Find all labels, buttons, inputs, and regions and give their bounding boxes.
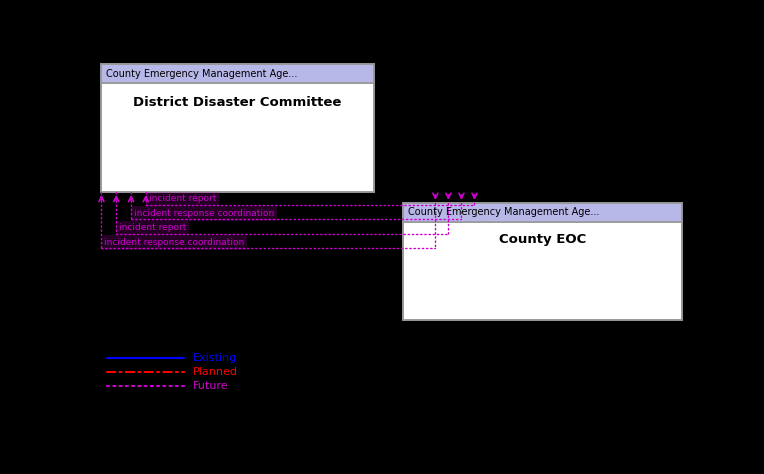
Text: incident report: incident report xyxy=(119,223,186,232)
Text: District Disaster Committee: District Disaster Committee xyxy=(134,96,342,109)
Text: incident response coordination: incident response coordination xyxy=(134,209,274,218)
Text: Existing: Existing xyxy=(193,353,238,363)
Bar xyxy=(403,203,681,319)
Text: Future: Future xyxy=(193,381,229,391)
Bar xyxy=(102,64,374,83)
Text: County EOC: County EOC xyxy=(499,233,586,246)
Bar xyxy=(102,64,374,192)
Text: County Emergency Management Age...: County Emergency Management Age... xyxy=(106,69,297,79)
Bar xyxy=(403,203,681,222)
Bar xyxy=(403,222,681,319)
Text: incident report: incident report xyxy=(149,194,216,203)
Text: County Emergency Management Age...: County Emergency Management Age... xyxy=(408,207,600,218)
Text: incident response coordination: incident response coordination xyxy=(105,238,244,247)
Bar xyxy=(102,83,374,192)
Text: Planned: Planned xyxy=(193,367,238,377)
